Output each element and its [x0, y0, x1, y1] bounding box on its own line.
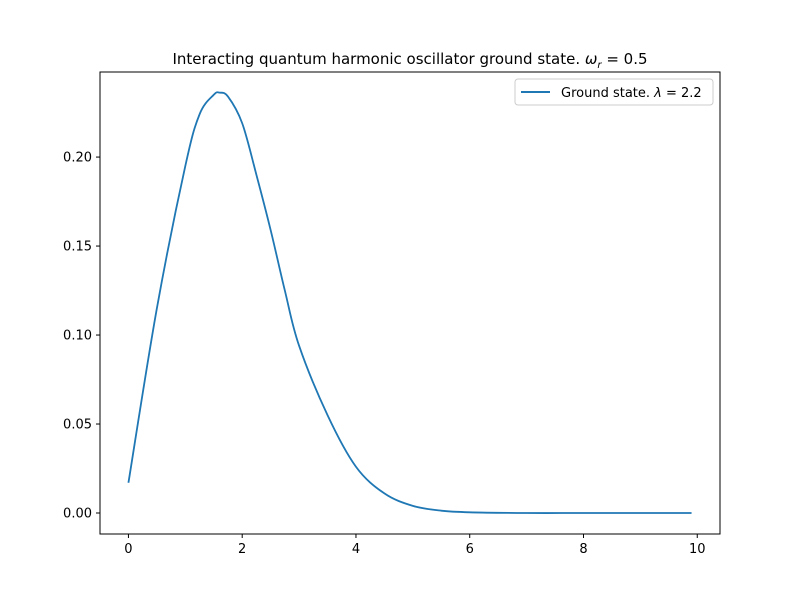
- x-tick-label: 2: [238, 542, 246, 557]
- y-tick-label: 0.15: [63, 240, 92, 255]
- y-tick-label: 0.00: [63, 507, 92, 522]
- plot-frame: [99, 71, 721, 535]
- x-tick-label: 0: [124, 542, 132, 557]
- legend-label: Ground state. λ = 2.2: [561, 86, 702, 101]
- y-tick-label: 0.20: [63, 151, 92, 166]
- x-tick-label: 6: [466, 542, 474, 557]
- series-line: [127, 91, 692, 514]
- y-tick-label: 0.10: [63, 329, 92, 344]
- legend: Ground state. λ = 2.2: [514, 78, 714, 106]
- x-tick-label: 10: [689, 542, 706, 557]
- chart-title: Interacting quantum harmonic oscillator …: [172, 50, 647, 71]
- x-tick-label: 8: [579, 542, 587, 557]
- legend-box: [514, 78, 714, 106]
- y-axis: 0.00 0.05 0.10 0.15 0.20: [63, 151, 100, 522]
- x-axis: 0 2 4 6 8 10: [124, 534, 706, 557]
- x-tick-label: 4: [352, 542, 360, 557]
- plot-area: [127, 91, 692, 514]
- y-tick-label: 0.05: [63, 418, 92, 433]
